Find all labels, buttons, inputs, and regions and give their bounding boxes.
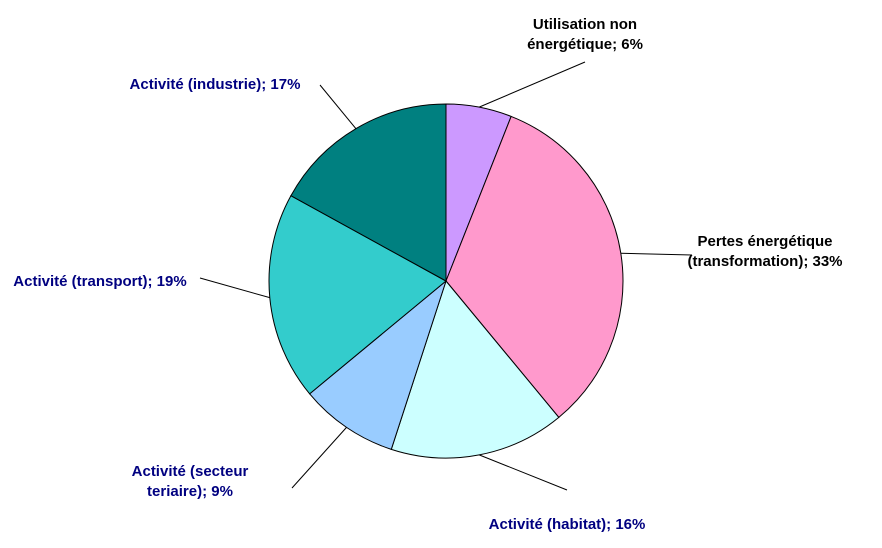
leader-line [199, 277, 270, 299]
category-name: Activité (secteur teriaire); [131, 463, 249, 500]
leader-line [478, 61, 586, 108]
value-label: 6% [621, 36, 643, 53]
slice-label: Activité (habitat); 16% [477, 515, 657, 535]
value-label: 16% [615, 516, 646, 533]
pie-slice [290, 103, 447, 282]
value-label: 17% [270, 76, 301, 93]
leader-line [478, 454, 568, 491]
slice-label: Activité (transport); 19% [5, 272, 195, 292]
category-name: Pertes énergétique (transformation); [687, 233, 833, 270]
pie-slice [390, 279, 560, 459]
pie-slice [445, 115, 624, 419]
value-label: 33% [812, 253, 843, 270]
leader-line [620, 252, 693, 256]
slice-label: Utilisation non énergétique; 6% [510, 15, 660, 55]
category-name: Activité (transport); [13, 273, 153, 290]
category-name: Activité (industrie); [129, 76, 267, 93]
slice-label: Activité (industrie); 17% [120, 75, 310, 95]
value-label: 9% [211, 483, 233, 500]
value-label: 19% [156, 273, 187, 290]
category-name: Utilisation non énergétique; [527, 16, 638, 53]
pie-slice [268, 195, 447, 395]
category-name: Activité (habitat); [488, 516, 612, 533]
slice-label: Pertes énergétique (transformation); 33% [680, 232, 850, 272]
leader-line [291, 427, 347, 489]
slice-label: Activité (secteur teriaire); 9% [115, 462, 265, 502]
leader-line [319, 84, 357, 129]
